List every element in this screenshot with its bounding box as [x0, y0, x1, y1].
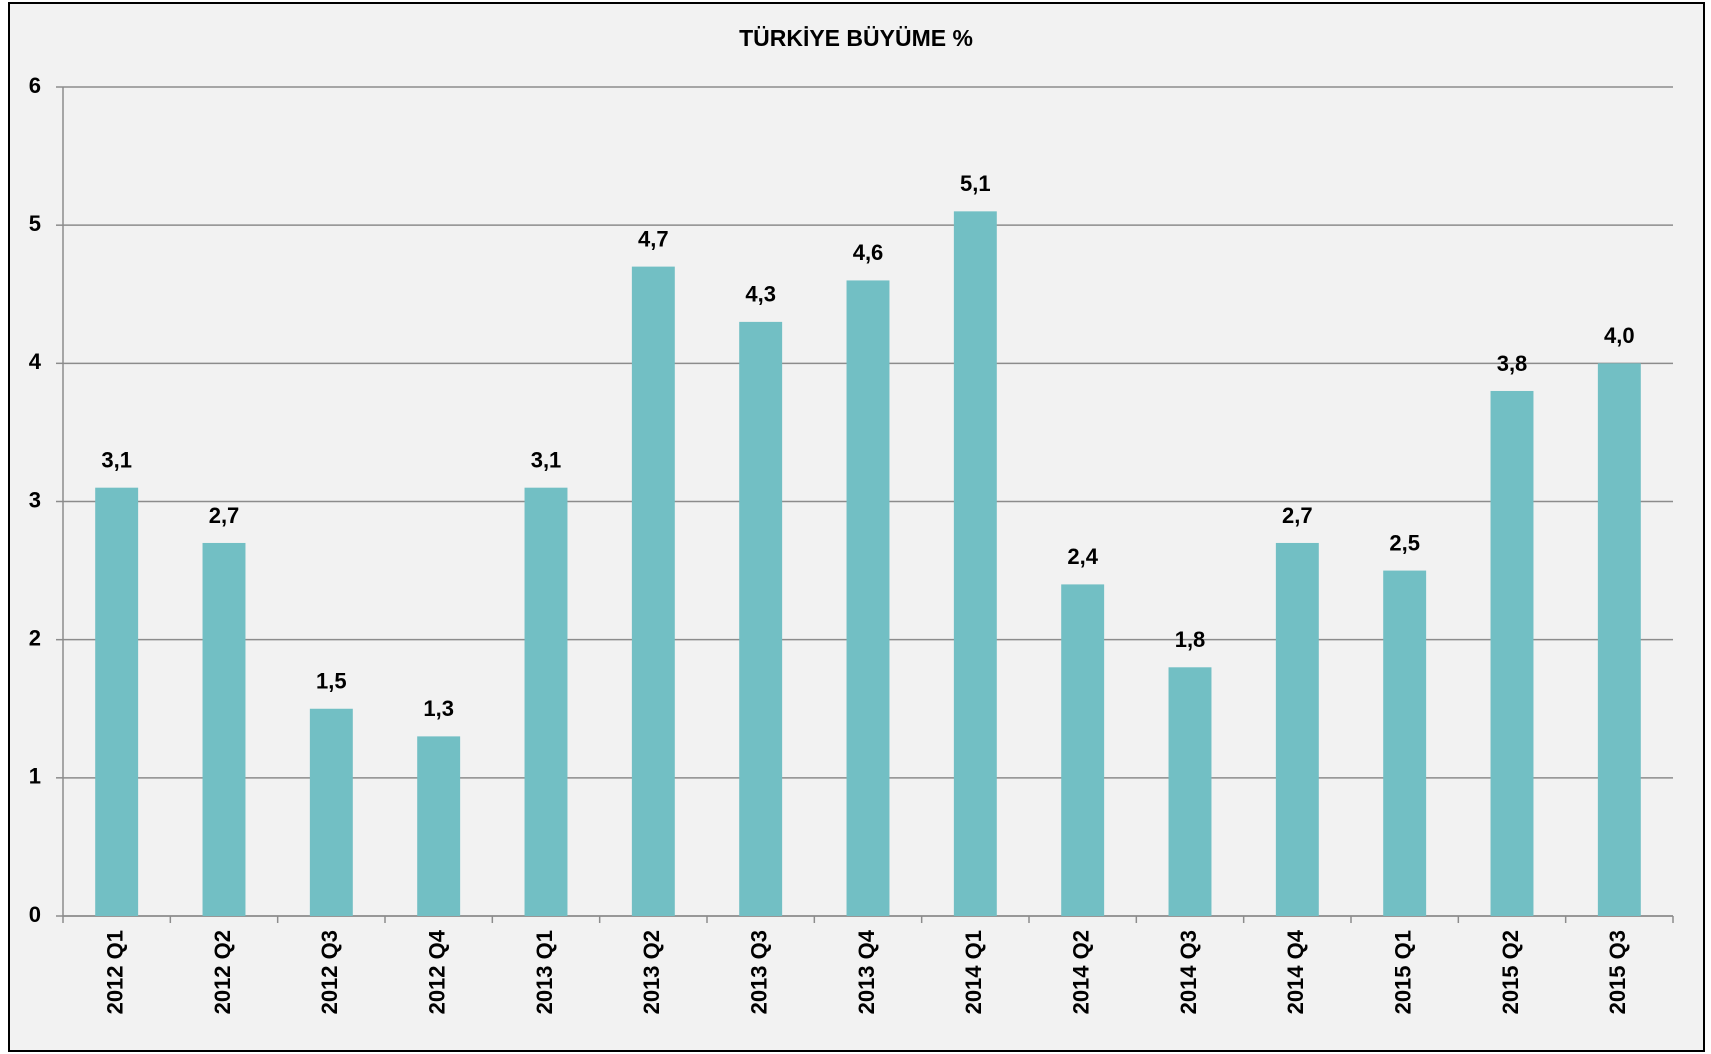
y-tick-label: 1	[29, 764, 41, 789]
x-tick-label: 2014 Q1	[961, 930, 986, 1014]
bar	[953, 211, 997, 917]
bar	[846, 280, 890, 916]
data-label: 4,3	[745, 282, 776, 307]
data-label: 4,7	[638, 226, 669, 251]
bar	[631, 266, 675, 916]
data-label: 2,5	[1389, 530, 1420, 555]
chart-title: TÜRKİYE BÜYÜME %	[739, 25, 973, 51]
data-label: 3,1	[531, 447, 562, 472]
x-tick-label: 2014 Q2	[1068, 930, 1093, 1014]
x-tick-label: 2015 Q2	[1498, 930, 1523, 1014]
x-tick-label: 2012 Q3	[317, 930, 342, 1014]
x-tick-label: 2014 Q4	[1283, 929, 1308, 1014]
data-label: 3,8	[1497, 351, 1528, 376]
bar	[1490, 390, 1534, 916]
bar	[1383, 570, 1427, 916]
y-tick-label: 4	[29, 349, 42, 374]
x-tick-label: 2012 Q4	[424, 929, 449, 1014]
x-tick-label: 2015 Q3	[1605, 930, 1630, 1014]
data-label: 1,3	[423, 696, 454, 721]
y-tick-label: 5	[29, 211, 41, 236]
y-tick-label: 6	[29, 73, 41, 98]
x-tick-label: 2012 Q1	[102, 930, 127, 1014]
data-label: 2,4	[1067, 544, 1098, 569]
data-label: 5,1	[960, 171, 991, 196]
bar	[1061, 584, 1105, 916]
bar	[739, 321, 783, 917]
y-tick-label: 0	[29, 902, 41, 927]
bar	[417, 736, 461, 916]
y-tick-label: 3	[29, 487, 41, 512]
bar	[309, 708, 353, 916]
bar	[202, 542, 246, 916]
bar	[1597, 363, 1641, 916]
bar	[95, 487, 139, 916]
data-label: 2,7	[1282, 503, 1313, 528]
x-tick-label: 2013 Q3	[746, 930, 771, 1014]
data-label: 1,8	[1175, 627, 1206, 652]
x-tick-label: 2013 Q4	[854, 929, 879, 1014]
data-label: 3,1	[101, 447, 132, 472]
bar	[524, 487, 568, 916]
data-label: 4,0	[1604, 323, 1635, 348]
data-label: 4,6	[853, 240, 884, 265]
x-tick-label: 2014 Q3	[1176, 930, 1201, 1014]
data-label: 2,7	[209, 503, 240, 528]
x-tick-label: 2012 Q2	[210, 930, 235, 1014]
data-label: 1,5	[316, 669, 347, 694]
bar	[1275, 542, 1319, 916]
x-tick-label: 2013 Q1	[532, 930, 557, 1014]
x-tick-label: 2013 Q2	[639, 930, 664, 1014]
x-tick-label: 2015 Q1	[1390, 930, 1415, 1014]
bar	[1168, 667, 1212, 916]
y-tick-label: 2	[29, 625, 41, 650]
